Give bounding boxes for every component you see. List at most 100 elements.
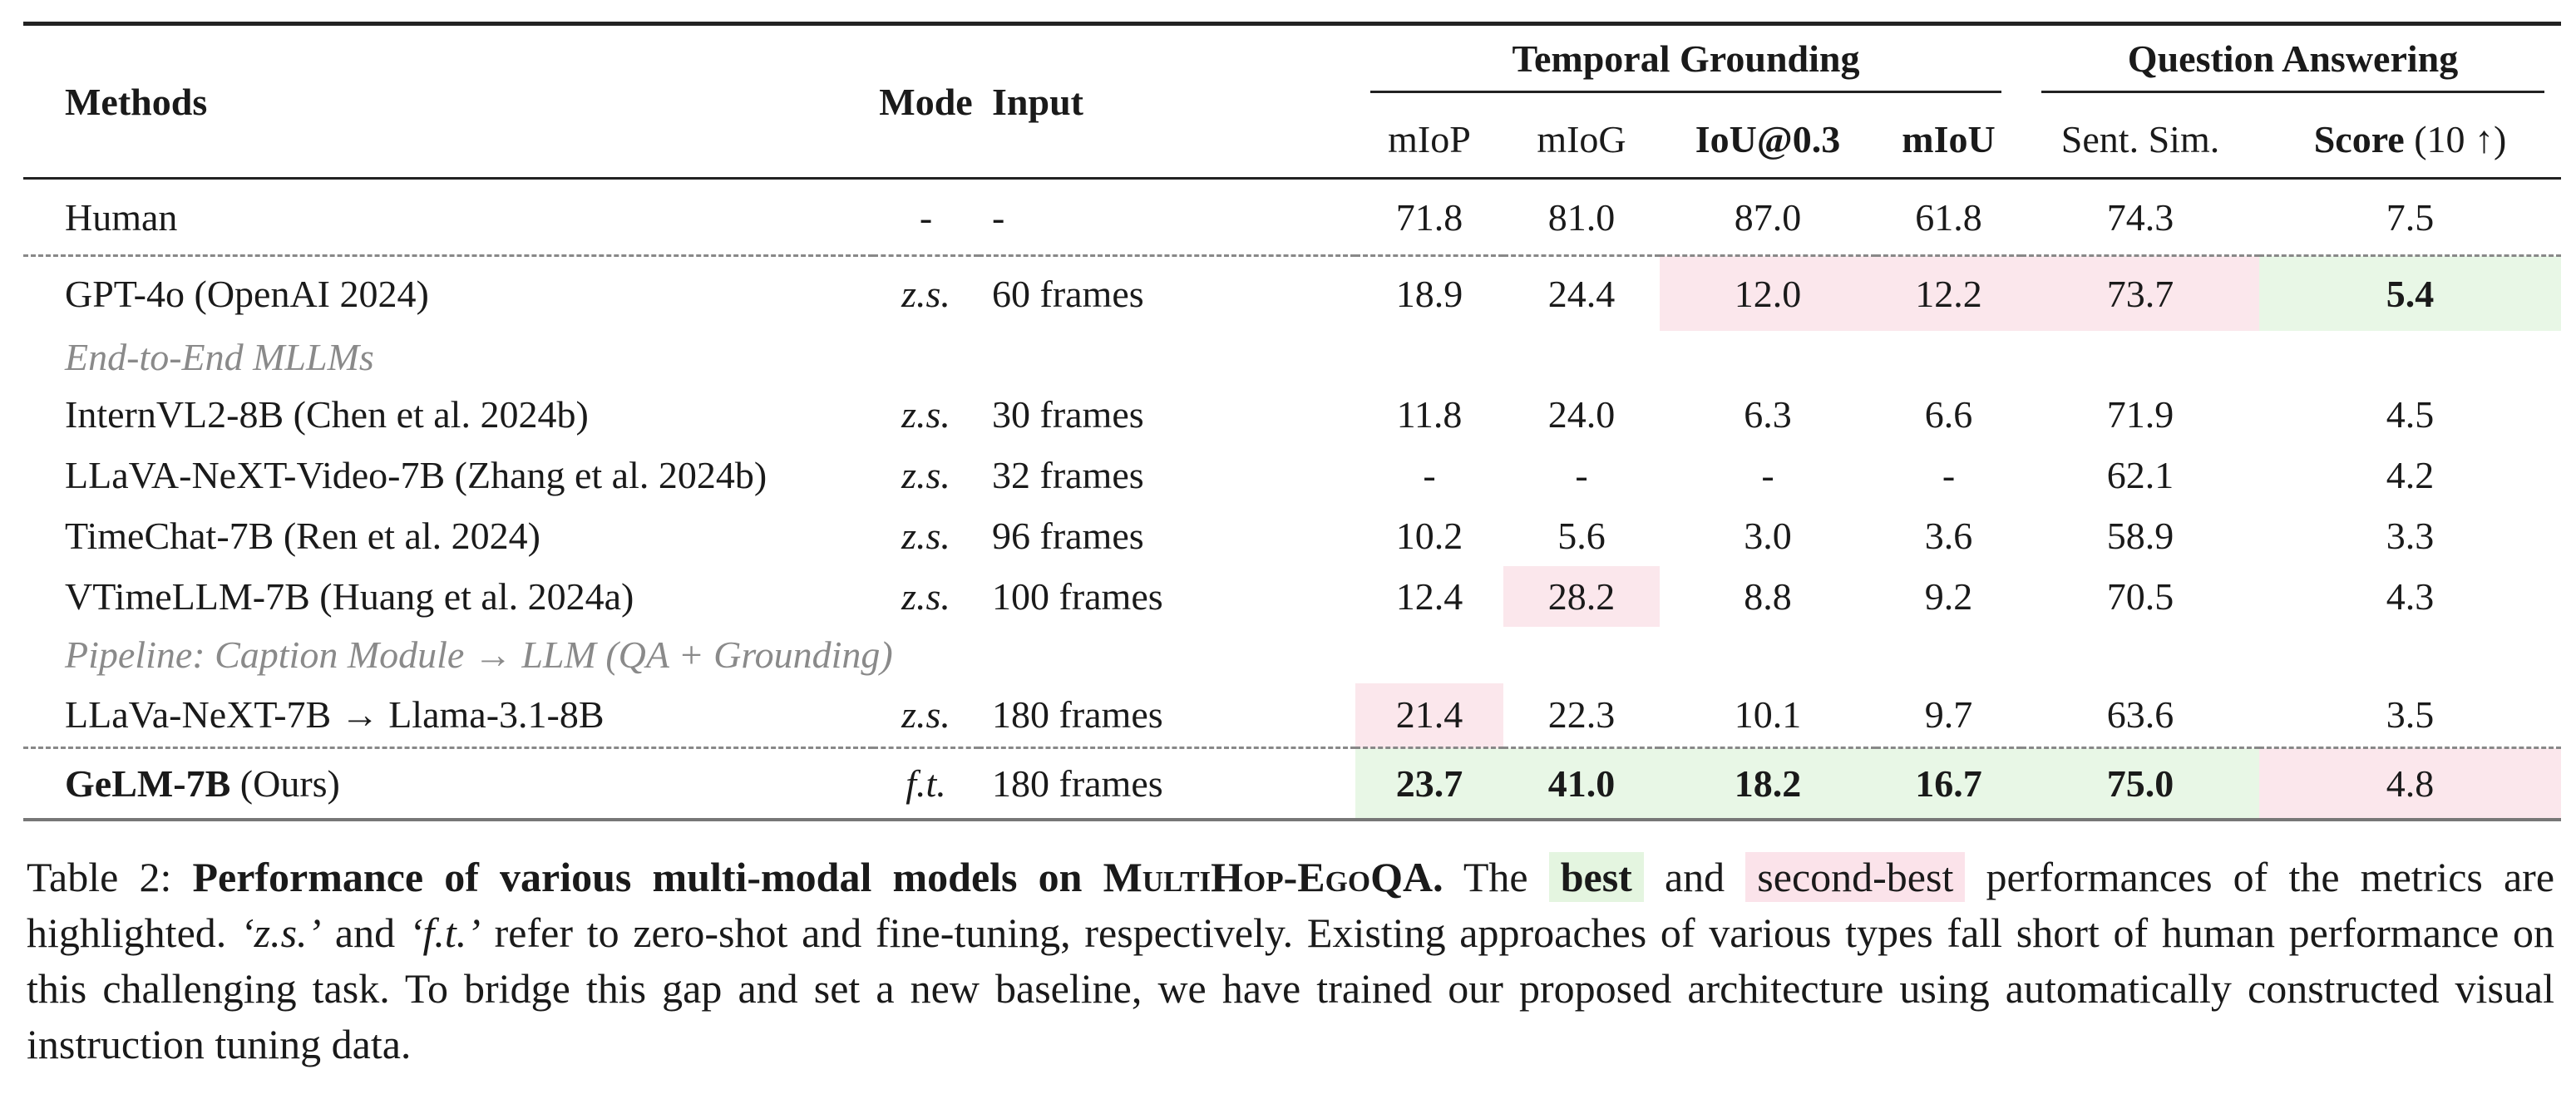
cell-sent-sim: 58.9 [2106, 514, 2174, 557]
cell-sent-sim: 63.6 [2106, 693, 2174, 737]
cell-method: TimeChat-7B (Ren et al. 2024) [65, 514, 540, 557]
cell-miou: 61.8 [1876, 177, 2022, 256]
table-row-llava-llama: LLaVa-NeXT-7B → Llama-3.1-8B z.s. 180 fr… [23, 683, 2561, 748]
cell-iou03: 6.3 [1744, 392, 1792, 436]
cell-score: 4.5 [2386, 392, 2435, 436]
cell-score: 4.2 [2386, 453, 2435, 496]
cell-miog: 28.2 [1503, 565, 1660, 627]
cell-score: 4.8 [2259, 747, 2562, 821]
cell-miop: 10.2 [1395, 514, 1463, 557]
cell-sent-sim: 73.7 [2021, 254, 2260, 331]
cell-miog: 5.6 [1557, 514, 1606, 557]
cell-miou: 9.2 [1924, 574, 1973, 618]
cell-miog: 22.3 [1547, 693, 1616, 737]
caption-label: Table 2: [27, 854, 193, 900]
cell-miop: 18.9 [1355, 254, 1503, 331]
cell-method: LLaVa-NeXT-7B → Llama-3.1-8B [65, 693, 605, 737]
col-header-methods: Methods [23, 22, 873, 179]
cell-iou03: 12.0 [1660, 254, 1876, 331]
group-header-question-answering: Question Answering [2021, 22, 2562, 101]
cell-miou: 12.2 [1876, 254, 2022, 331]
cell-input: 32 frames [992, 453, 1144, 496]
cell-miog: 81.0 [1503, 177, 1660, 256]
cell-miop: 12.4 [1395, 574, 1463, 618]
cell-miop: 21.4 [1355, 683, 1503, 748]
table-caption: Table 2: Performance of various multi-mo… [27, 852, 2555, 1067]
cell-iou03: 10.1 [1734, 693, 1802, 737]
col-header-mode: Mode [873, 22, 979, 179]
cell-mode: f.t. [873, 747, 979, 821]
cell-method: GeLM-7B (Ours) [23, 747, 873, 821]
cell-mode: z.s. [901, 514, 950, 557]
table-row-internvl: InternVL2-8B (Chen et al. 2024b) z.s. 30… [23, 384, 2561, 445]
section-title-pipeline: Pipeline: Caption Module → LLM (QA + Gro… [65, 633, 893, 676]
table-row-llava-next-video: LLaVA-NeXT-Video-7B (Zhang et al. 2024b)… [23, 445, 2561, 505]
cell-score: 7.5 [2259, 177, 2562, 256]
cell-method: LLaVA-NeXT-Video-7B (Zhang et al. 2024b) [65, 453, 767, 496]
cell-iou03: 3.0 [1744, 514, 1792, 557]
cell-mode: - [873, 177, 979, 256]
cell-miop: 23.7 [1355, 747, 1503, 821]
cell-score: 5.4 [2259, 254, 2562, 331]
cell-miou: 9.7 [1924, 693, 1973, 737]
caption-title: Performance of various multi-modal model… [192, 854, 1103, 900]
cell-method: VTimeLLM-7B (Huang et al. 2024a) [65, 574, 634, 618]
cell-sent-sim: 62.1 [2106, 453, 2174, 496]
legend-best-swatch: best [1548, 852, 1644, 902]
cell-miop: - [1423, 453, 1436, 496]
cell-score: 3.5 [2386, 693, 2435, 737]
table-row-vtimellm: VTimeLLM-7B (Huang et al. 2024a) z.s. 10… [23, 565, 2561, 627]
table-row-gelm: GeLM-7B (Ours) f.t. 180 frames 23.7 41.0… [23, 747, 2562, 821]
cell-input: 180 frames [979, 747, 1355, 821]
cell-sent-sim: 74.3 [2021, 177, 2260, 256]
cell-miou: 3.6 [1924, 514, 1973, 557]
cell-method: Human [23, 177, 873, 256]
cell-miog: 24.0 [1547, 392, 1616, 436]
cell-miog: - [1575, 453, 1588, 496]
cell-mode: z.s. [901, 693, 950, 737]
cell-input: - [979, 177, 1355, 256]
cell-score: 4.3 [2386, 574, 2435, 618]
section-row-e2e: End-to-End MLLMs [23, 331, 2561, 384]
cell-method: GPT-4o (OpenAI 2024) [23, 254, 873, 331]
col-header-miop: mIoP [1388, 117, 1471, 160]
cell-miou: 6.6 [1924, 392, 1973, 436]
cell-iou03: 87.0 [1660, 177, 1876, 256]
cell-input: 100 frames [992, 574, 1163, 618]
cell-iou03: 8.8 [1744, 574, 1792, 618]
table-row-gpt4o: GPT-4o (OpenAI 2024) z.s. 60 frames 18.9… [23, 254, 2562, 331]
cell-mode: z.s. [901, 453, 950, 496]
results-table: Methods Mode Input Temporal Grounding Qu… [23, 22, 2562, 821]
cell-miop: 71.8 [1355, 177, 1503, 256]
cell-input: 180 frames [992, 693, 1163, 737]
col-header-input: Input [979, 22, 1355, 179]
section-row-pipeline: Pipeline: Caption Module → LLM (QA + Gro… [23, 627, 2561, 683]
group-header-temporal-grounding: Temporal Grounding [1355, 22, 2022, 101]
cell-mode: z.s. [873, 254, 979, 331]
col-header-sent-sim: Sent. Sim. [2060, 117, 2220, 160]
table-row-human: Human - - 71.8 81.0 87.0 61.8 74.3 7.5 [23, 177, 2562, 256]
cell-miou: 16.7 [1876, 747, 2022, 821]
cell-iou03: 18.2 [1660, 747, 1876, 821]
cell-miog: 41.0 [1503, 747, 1660, 821]
legend-second-best-swatch: second-best [1745, 852, 1966, 902]
col-header-miog: mIoG [1537, 117, 1626, 160]
cell-miop: 11.8 [1396, 392, 1463, 436]
header-row-1: Methods Mode Input Temporal Grounding Qu… [23, 22, 2562, 179]
cell-input: 96 frames [992, 514, 1144, 557]
cell-sent-sim: 70.5 [2106, 574, 2174, 618]
cell-input: 60 frames [979, 254, 1355, 331]
caption-dataset-name: MultiHop-EgoQA [1103, 854, 1434, 900]
cell-mode: z.s. [901, 574, 950, 618]
cell-mode: z.s. [901, 392, 950, 436]
col-header-miou: mIoU [1902, 117, 1996, 160]
section-title-e2e: End-to-End MLLMs [65, 336, 374, 378]
cell-miog: 24.4 [1503, 254, 1660, 331]
cell-iou03: - [1761, 453, 1774, 496]
table-row-timechat: TimeChat-7B (Ren et al. 2024) z.s. 96 fr… [23, 505, 2561, 566]
col-header-iou03: IoU@0.3 [1695, 117, 1841, 160]
cell-sent-sim: 75.0 [2021, 747, 2260, 821]
cell-score: 3.3 [2386, 514, 2435, 557]
col-header-score: Score (10 ↑) [2313, 117, 2507, 160]
cell-miou: - [1942, 453, 1956, 496]
